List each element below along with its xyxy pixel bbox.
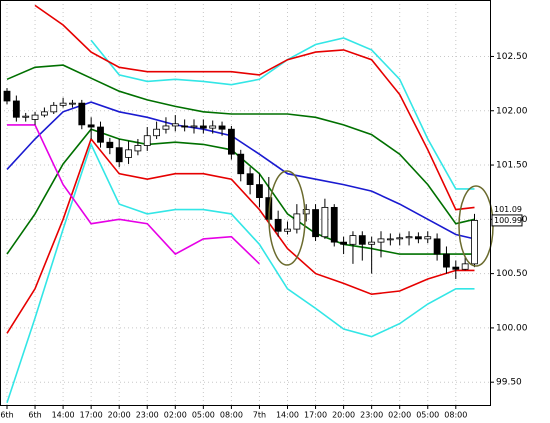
candle-body <box>143 135 151 146</box>
candle-body <box>3 90 11 102</box>
candle-body <box>97 126 104 143</box>
candle-body <box>433 238 441 255</box>
candle-body <box>237 153 245 175</box>
candle-body <box>443 253 450 268</box>
price-marker-label: 101.09 <box>494 205 522 214</box>
x-tick-label: 08:00 <box>444 411 467 420</box>
x-tick-label: 05:00 <box>416 411 439 420</box>
candle-body <box>78 102 86 126</box>
x-tick-label: 02:00 <box>388 411 411 420</box>
candle-body <box>312 209 319 238</box>
candle-body <box>59 102 67 106</box>
candle-body <box>284 228 291 232</box>
indicator-line <box>6 101 475 240</box>
candle-body <box>321 206 329 238</box>
candle-body <box>386 238 394 241</box>
candle-body <box>302 209 310 215</box>
candle-body <box>358 235 366 245</box>
x-tick-label: 6th <box>28 411 41 420</box>
y-tick-label: 102.00 <box>496 106 528 116</box>
candle-body <box>274 218 282 232</box>
candle-body <box>227 128 235 155</box>
candle-body <box>452 266 460 270</box>
candle-body <box>22 115 30 118</box>
y-tick-label: 100.50 <box>496 269 528 279</box>
candle-body <box>50 104 58 113</box>
x-tick-label: 17:00 <box>304 411 327 420</box>
x-tick-label: 20:00 <box>332 411 355 420</box>
y-tick-label: 99.50 <box>496 378 522 388</box>
candle-body <box>162 125 170 130</box>
indicator-line <box>6 142 475 404</box>
candle-body <box>218 125 226 130</box>
indicator-line <box>34 4 475 211</box>
candle-body <box>69 102 76 105</box>
candle-body <box>368 241 376 245</box>
indicator-line <box>7 124 260 265</box>
candle-body <box>153 128 161 137</box>
x-tick-label: 02:00 <box>164 411 187 420</box>
candle-body <box>41 111 48 116</box>
candle-body <box>349 235 357 245</box>
x-tick-label: 6th <box>0 411 13 420</box>
indicator-line <box>6 64 475 225</box>
y-tick-label: 100.00 <box>496 323 528 333</box>
x-tick-label: 20:00 <box>108 411 131 420</box>
candle-body <box>181 125 189 128</box>
indicator-line <box>6 137 475 334</box>
plot-frame <box>0 0 491 406</box>
candle-body <box>12 100 20 118</box>
y-tick-label: 102.50 <box>496 52 528 62</box>
candle-body <box>471 220 478 265</box>
candle-body <box>461 263 469 270</box>
candle-body <box>405 236 413 239</box>
y-tick-label: 101.50 <box>496 161 528 171</box>
candle-body <box>171 123 179 127</box>
candle-body <box>246 173 254 185</box>
price-marker-label: 100.99 <box>494 216 522 225</box>
indicator-line <box>6 128 475 255</box>
candle-body <box>377 238 385 243</box>
x-tick-label: 14:00 <box>52 411 75 420</box>
candle-body <box>293 213 301 230</box>
candle-body <box>256 184 263 199</box>
x-tick-label: 23:00 <box>136 411 159 420</box>
candle-body <box>330 206 338 243</box>
candle-body <box>125 149 132 158</box>
x-tick-label: 08:00 <box>220 411 243 420</box>
x-tick-label: 14:00 <box>276 411 299 420</box>
highlight-ellipse <box>268 170 306 266</box>
candle-body <box>199 125 207 129</box>
x-tick-label: 17:00 <box>80 411 103 420</box>
price-box <box>491 214 523 227</box>
candle-body <box>424 236 432 240</box>
candle-body <box>106 141 114 149</box>
candle-body <box>134 145 142 152</box>
x-tick-label: 05:00 <box>192 411 215 420</box>
candle-body <box>340 241 348 245</box>
candle-body <box>209 125 217 129</box>
candle-body <box>31 114 39 120</box>
candle-body <box>87 124 95 128</box>
x-tick-label: 23:00 <box>360 411 383 420</box>
candle-body <box>414 236 422 240</box>
candle-body <box>190 125 198 128</box>
x-tick-label: 7th <box>253 411 266 420</box>
candles <box>3 87 478 280</box>
candle-body <box>396 237 404 240</box>
candle-body <box>115 147 123 163</box>
axes: 99.50100.00100.50101.00101.50102.00102.5… <box>0 52 527 420</box>
indicator-lines <box>6 4 475 404</box>
